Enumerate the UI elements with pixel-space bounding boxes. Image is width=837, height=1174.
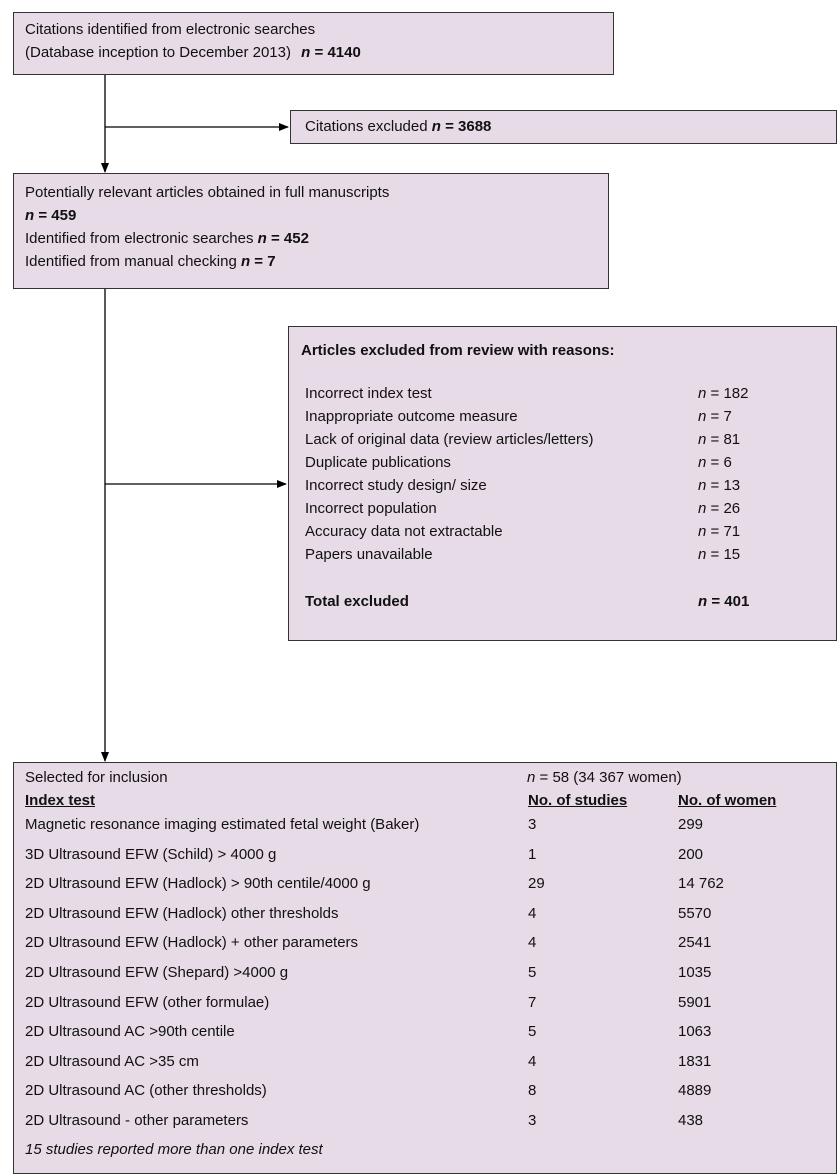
- exclusion-reason: Incorrect population: [305, 500, 437, 517]
- index-test-women: 299: [678, 816, 704, 833]
- full-manuscripts-box: [13, 173, 609, 289]
- exclusion-reason: Inappropriate outcome measure: [305, 408, 518, 425]
- index-test-studies: 3: [528, 1112, 537, 1129]
- exclusion-count: n = 26: [698, 500, 741, 517]
- index-test-name: 2D Ultrasound AC >90th centile: [25, 1023, 235, 1041]
- index-test-name: Magnetic resonance imaging estimated fet…: [25, 816, 420, 833]
- exclusion-count: n = 6: [698, 454, 732, 471]
- index-test-women: 200: [678, 845, 704, 863]
- index-test-name: 3D Ultrasound EFW (Schild) > 4000 g: [25, 845, 277, 863]
- exclusion-count: n = 7: [698, 408, 732, 425]
- index-test-studies: 4: [528, 904, 537, 922]
- citations-excluded-text: Citations excluded n = 3688: [305, 118, 492, 135]
- index-test-studies: 3: [528, 816, 537, 833]
- index-test-name: 2D Ultrasound AC (other thresholds): [25, 1082, 267, 1100]
- index-test-women: 4889: [678, 1082, 712, 1100]
- full-manuscripts-count: n = 459: [25, 207, 77, 224]
- electronic-searches-line: Identified from electronic searches n = …: [25, 230, 309, 247]
- footnote: 15 studies reported more than one index …: [25, 1141, 323, 1158]
- exclusion-count: n = 13: [698, 477, 741, 494]
- index-test-studies: 7: [528, 993, 537, 1011]
- index-test-name: 2D Ultrasound - other parameters: [25, 1112, 249, 1129]
- index-test-studies: 5: [528, 964, 537, 981]
- index-test-studies: 4: [528, 1052, 537, 1070]
- column-header-index-test: Index test: [25, 792, 96, 809]
- exclusion-count: n = 81: [698, 431, 741, 448]
- index-test-women: 5570: [678, 904, 712, 922]
- citations-identified-line1: Citations identified from electronic sea…: [25, 21, 316, 38]
- selected-inclusion-count: n = 58 (34 367 women): [527, 769, 682, 786]
- exclusion-reason: Incorrect index test: [305, 385, 432, 402]
- full-manuscripts-line1: Potentially relevant articles obtained i…: [25, 184, 390, 201]
- index-test-women: 1035: [678, 964, 712, 981]
- citations-excluded-box: [290, 110, 837, 144]
- column-header-studies: No. of studies: [528, 792, 628, 809]
- citations-identified-box: [13, 12, 614, 75]
- total-excluded-label: Total excluded: [305, 593, 409, 610]
- citations-identified-count: n = 4140: [301, 44, 361, 61]
- column-header-women: No. of women: [678, 792, 777, 809]
- exclusion-count: n = 182: [698, 385, 749, 402]
- exclusion-reason: Duplicate publications: [305, 454, 451, 471]
- articles-excluded-title: Articles excluded from review with reaso…: [301, 342, 615, 359]
- index-test-women: 1063: [678, 1023, 712, 1041]
- selected-inclusion-label: Selected for inclusion: [25, 769, 168, 786]
- index-test-studies: 29: [528, 875, 545, 893]
- manual-checking-line: Identified from manual checking n = 7: [25, 253, 276, 270]
- index-test-name: 2D Ultrasound AC >35 cm: [25, 1052, 199, 1070]
- articles-excluded-box: [288, 326, 837, 641]
- exclusion-count: n = 71: [698, 523, 741, 540]
- exclusion-reason: Incorrect study design/ size: [305, 477, 487, 494]
- index-test-women: 438: [678, 1112, 704, 1129]
- index-test-name: 2D Ultrasound EFW (Hadlock) > 90th centi…: [25, 875, 371, 893]
- selected-inclusion-box: [13, 762, 837, 1174]
- citations-identified-line2: (Database inception to December 2013) n …: [25, 42, 361, 64]
- index-test-name: 2D Ultrasound EFW (Hadlock) + other para…: [25, 934, 359, 952]
- index-test-studies: 1: [528, 845, 537, 863]
- index-test-name: 2D Ultrasound EFW (other formulae): [25, 993, 270, 1011]
- index-test-studies: 8: [528, 1082, 537, 1100]
- citations-identified-range: (Database inception to December 2013): [25, 44, 291, 61]
- index-test-name: 2D Ultrasound EFW (Shepard) >4000 g: [25, 964, 289, 981]
- index-test-women: 5901: [678, 993, 712, 1011]
- total-excluded-value: n = 401: [698, 593, 750, 610]
- exclusion-count: n = 15: [698, 546, 741, 563]
- index-test-studies: 4: [528, 934, 537, 952]
- index-test-name: 2D Ultrasound EFW (Hadlock) other thresh…: [25, 904, 339, 922]
- exclusion-reason: Papers unavailable: [305, 546, 433, 563]
- index-test-women: 14 762: [678, 875, 724, 893]
- exclusion-reason: Lack of original data (review articles/l…: [305, 431, 594, 448]
- index-test-women: 2541: [678, 934, 712, 952]
- index-test-women: 1831: [678, 1052, 712, 1070]
- exclusion-reason: Accuracy data not extractable: [305, 523, 503, 540]
- index-test-studies: 5: [528, 1023, 537, 1041]
